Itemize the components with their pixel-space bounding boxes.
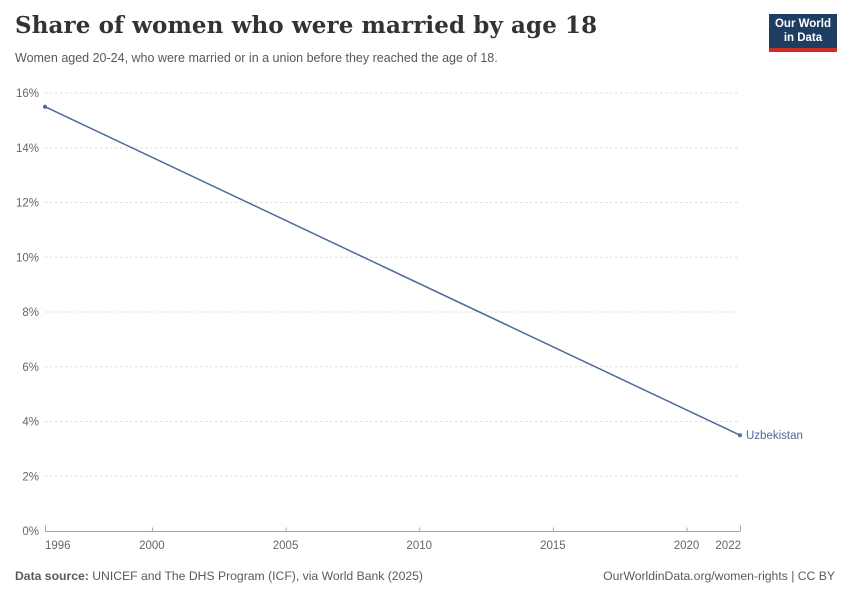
x-tick-label: 2005 — [273, 540, 299, 552]
owid-logo: Our World in Data — [768, 14, 837, 52]
x-tick-label: 2020 — [674, 540, 700, 552]
x-tick-label: 2022 — [715, 540, 741, 552]
y-tick-label: 6% — [22, 362, 39, 374]
y-tick-label: 4% — [22, 417, 39, 429]
chart-subtitle: Women aged 20-24, who were married or in… — [15, 51, 498, 65]
y-tick-label: 2% — [22, 471, 39, 483]
owid-logo-line1: Our World — [774, 18, 831, 30]
y-tick-label: 0% — [22, 526, 39, 538]
series-line[interactable] — [44, 106, 741, 436]
chart-title: Share of women who were married by age 1… — [15, 12, 598, 39]
y-tick-label: 16% — [16, 88, 39, 100]
x-tick-label: 2000 — [139, 540, 165, 552]
data-source-text: UNICEF and The DHS Program (ICF), via Wo… — [88, 569, 423, 583]
citation-link[interactable]: OurWorldinData.org/women-rights | CC BY — [603, 569, 835, 583]
y-tick-label: 10% — [16, 252, 39, 264]
y-tick-label: 14% — [16, 143, 39, 155]
data-source-label: Data source: — [15, 569, 89, 583]
data-point[interactable] — [738, 433, 742, 438]
y-tick-label: 12% — [16, 198, 39, 210]
x-tick-label: 2010 — [406, 540, 432, 552]
y-tick-label: 8% — [22, 307, 39, 319]
x-tick-label: 2015 — [540, 540, 566, 552]
owid-logo-line2: in Data — [783, 31, 823, 44]
x-tick-label: 1996 — [45, 540, 71, 552]
data-point[interactable] — [43, 104, 47, 109]
data-source-note: Data source: UNICEF and The DHS Program … — [15, 569, 423, 583]
entity-label[interactable]: Uzbekistan — [746, 430, 803, 442]
